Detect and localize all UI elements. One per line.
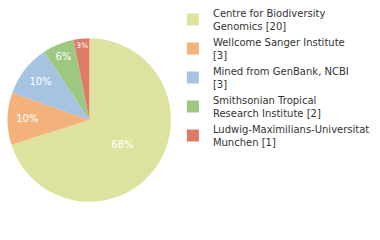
svg-text:Smithsonian TropicalResearch I: Smithsonian TropicalResearch Institute [… bbox=[213, 95, 321, 119]
svg-text:Wellcome Sanger Institute[3]: Wellcome Sanger Institute[3] bbox=[213, 37, 345, 61]
svg-text:Ludwig-Maximilians-Universitat: Ludwig-Maximilians-UniversitatMunchen [1… bbox=[213, 124, 369, 148]
svg-text:10%: 10% bbox=[29, 76, 51, 87]
svg-text:Centre for BiodiversityGenomic: Centre for BiodiversityGenomics [20] bbox=[213, 8, 326, 32]
svg-text:Mined from GenBank, NCBI[3]: Mined from GenBank, NCBI[3] bbox=[213, 66, 349, 90]
svg-text:10%: 10% bbox=[16, 113, 38, 124]
svg-text:6%: 6% bbox=[55, 51, 71, 62]
svg-text:68%: 68% bbox=[111, 139, 133, 150]
svg-text:3%: 3% bbox=[76, 41, 88, 50]
